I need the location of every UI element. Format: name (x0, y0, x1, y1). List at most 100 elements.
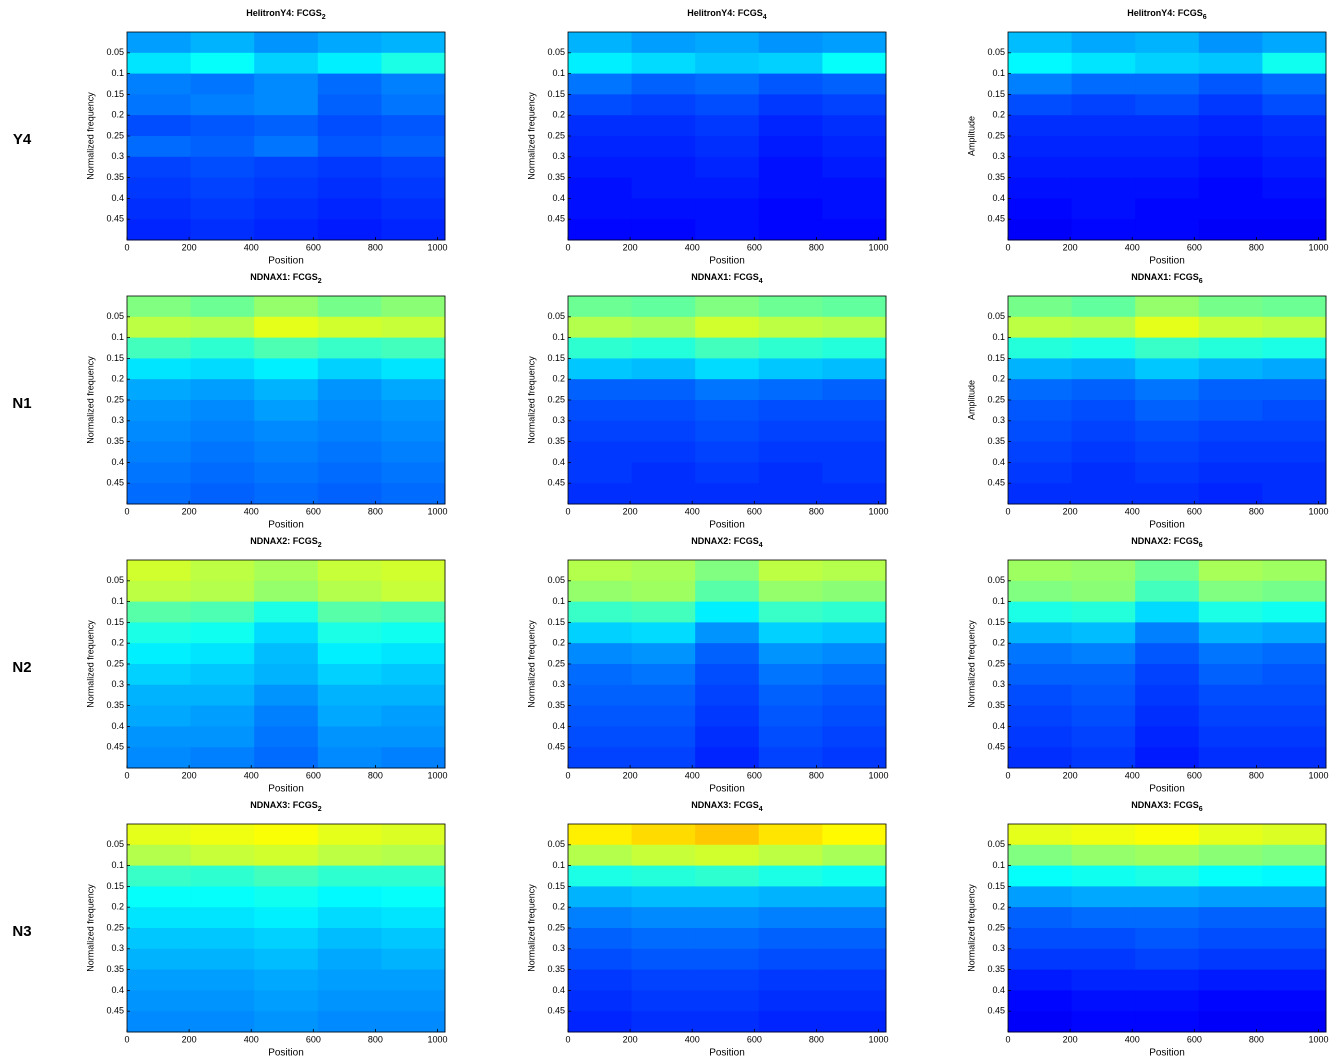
heat-cell (1072, 824, 1136, 845)
heat-cell (191, 32, 255, 53)
heat-cell (632, 136, 696, 157)
heat-cell (632, 178, 696, 199)
heat-cell (632, 990, 696, 1011)
heat-cell (1072, 706, 1136, 727)
heat-cell (695, 32, 759, 53)
heat-cell (191, 866, 255, 887)
y-tick-label: 0.05 (987, 575, 1005, 585)
heat-cell (1008, 685, 1072, 706)
heat-cell (568, 74, 632, 95)
heat-cell (632, 685, 696, 706)
heat-cell (568, 845, 632, 866)
x-tick-label: 800 (368, 770, 383, 780)
heat-cell (1199, 442, 1263, 463)
x-tick-label: 0 (1005, 506, 1010, 516)
heat-cell (1008, 581, 1072, 602)
title-text: NDNAX1: FCGS (250, 272, 318, 282)
heat-cell (381, 643, 445, 664)
y-tick-label: 0.2 (552, 638, 565, 648)
heat-cell (1199, 970, 1263, 991)
heat-cell (1199, 866, 1263, 887)
heat-cell (191, 1011, 255, 1032)
heat-cell (632, 358, 696, 379)
y-axis-label: Normalized frequency (85, 92, 95, 180)
heat-cell (127, 421, 191, 442)
x-tick-label: 600 (1187, 1034, 1202, 1044)
heat-cell (318, 1011, 382, 1032)
heat-cell (1262, 1011, 1326, 1032)
heat-cell (191, 560, 255, 581)
heat-cell (318, 886, 382, 907)
heat-cell (254, 970, 318, 991)
heat-cell (254, 845, 318, 866)
title-subscript: 6 (1199, 278, 1203, 285)
heat-cell (191, 886, 255, 907)
heat-cell (254, 685, 318, 706)
heat-cell (381, 379, 445, 400)
heat-cell (1072, 907, 1136, 928)
heat-cell (632, 949, 696, 970)
heat-cell (1135, 198, 1199, 219)
heat-cell (568, 198, 632, 219)
heat-cell (381, 74, 445, 95)
x-tick-label: 600 (747, 242, 762, 252)
heat-cell (1135, 886, 1199, 907)
heat-cell (254, 157, 318, 178)
y-tick-label: 0.15 (547, 617, 565, 627)
y-tick-label: 0.2 (111, 374, 124, 384)
heat-cell (1262, 970, 1326, 991)
x-tick-label: 600 (1187, 770, 1202, 780)
heat-cell (568, 664, 632, 685)
y-tick-label: 0.25 (106, 922, 124, 932)
heat-cell (191, 421, 255, 442)
heat-cell (318, 32, 382, 53)
heat-cell (822, 866, 886, 887)
heat-cell (318, 483, 382, 504)
heat-cell (695, 317, 759, 338)
title-text: NDNAX1: FCGS (1131, 272, 1199, 282)
heat-cell (632, 970, 696, 991)
y-tick-label: 0.4 (111, 985, 124, 995)
heat-cell (822, 358, 886, 379)
y-tick-label: 0.35 (106, 172, 124, 182)
heat-cell (127, 74, 191, 95)
heat-cell (632, 581, 696, 602)
heat-cell (318, 560, 382, 581)
heat-cell (127, 970, 191, 991)
heat-cell (127, 907, 191, 928)
y-tick-label: 0.35 (987, 700, 1005, 710)
heat-cell (1072, 421, 1136, 442)
y-tick-label: 0.15 (106, 881, 124, 891)
heat-cell (1008, 442, 1072, 463)
heat-cell (127, 379, 191, 400)
heat-cell (1199, 157, 1263, 178)
heat-cell (759, 824, 823, 845)
x-tick-label: 200 (182, 242, 197, 252)
heat-cell (381, 886, 445, 907)
heat-cell (1072, 462, 1136, 483)
x-axis-label: Position (268, 520, 304, 531)
heat-cell (632, 866, 696, 887)
heat-cell (568, 949, 632, 970)
heat-cell (695, 664, 759, 685)
heat-cell (1135, 421, 1199, 442)
heat-cell (759, 845, 823, 866)
heat-cell (318, 115, 382, 136)
heat-cell (191, 338, 255, 359)
heat-cell (759, 622, 823, 643)
y-tick-label: 0.4 (552, 985, 565, 995)
heat-cell (381, 462, 445, 483)
heat-cell (1072, 32, 1136, 53)
heat-cell (759, 664, 823, 685)
x-tick-label: 1000 (428, 506, 448, 516)
heat-cell (632, 726, 696, 747)
y-tick-label: 0.3 (992, 151, 1005, 161)
y-tick-label: 0.35 (106, 436, 124, 446)
heat-cell (822, 664, 886, 685)
heat-cell (759, 949, 823, 970)
y-tick-label: 0.45 (106, 478, 124, 488)
heat-cell (191, 53, 255, 74)
x-tick-label: 1000 (869, 770, 889, 780)
heat-cell (127, 198, 191, 219)
heat-cell (191, 74, 255, 95)
